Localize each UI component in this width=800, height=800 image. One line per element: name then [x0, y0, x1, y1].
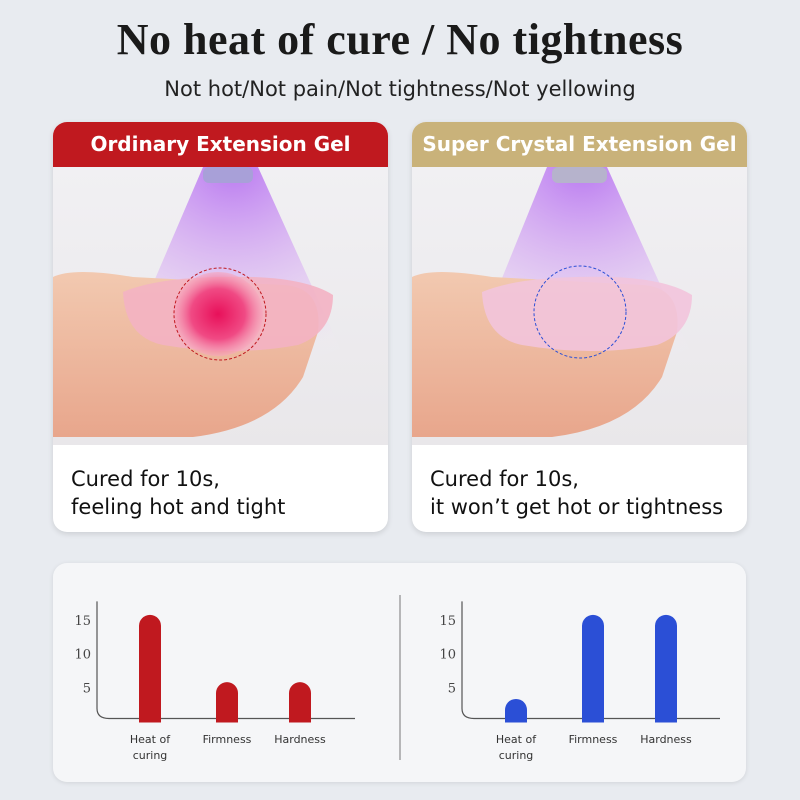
y-tick-label: 10: [439, 648, 456, 663]
bar: [505, 698, 527, 723]
heat-spot: [173, 272, 263, 356]
caption-line: Cured for 10s,: [71, 467, 220, 491]
highlight-circle: [533, 265, 627, 359]
lamp: [203, 167, 253, 183]
y-tick-label: 10: [74, 648, 91, 663]
x-tick-label: Hardness: [274, 733, 326, 746]
card-title: Super Crystal Extension Gel: [412, 122, 747, 167]
nail-image: [53, 167, 388, 445]
x-tick-label: Heat of curing: [129, 733, 171, 762]
caption-line: Cured for 10s,: [430, 467, 579, 491]
y-tick-label: 15: [439, 614, 456, 629]
bar: [216, 682, 238, 723]
y-tick-label: 15: [74, 614, 91, 629]
caption: Cured for 10s, it won’t get hot or tight…: [412, 445, 747, 521]
x-tick-label: Firmness: [202, 733, 252, 746]
x-tick-label: Firmness: [568, 733, 618, 746]
nail-image: [412, 167, 747, 445]
lamp: [552, 167, 607, 183]
highlight-circle: [173, 267, 267, 361]
axis: [461, 601, 720, 720]
caption-line: it won’t get hot or tightness: [430, 495, 724, 519]
y-tick-label: 5: [83, 681, 91, 696]
y-tick-label: 5: [448, 681, 456, 696]
bar: [582, 614, 604, 723]
bar: [655, 614, 677, 723]
caption-line: feeling hot and tight: [71, 495, 286, 519]
card: Ordinary Extension Gel Cured for 10s, fe…: [53, 122, 388, 532]
nail: [482, 276, 692, 351]
x-tick-label: Heat of curing: [495, 733, 537, 762]
card-title: Ordinary Extension Gel: [53, 122, 388, 167]
axis: [96, 601, 355, 720]
bar: [139, 614, 161, 723]
x-tick-label: Hardness: [640, 733, 692, 746]
caption: Cured for 10s, feeling hot and tight: [53, 445, 388, 521]
title: No heat of cure / No tightness: [116, 15, 684, 64]
card: Super Crystal Extension Gel Cured for 10…: [412, 122, 747, 532]
bar: [289, 682, 311, 723]
subtitle: Not hot/Not pain/Not tightness/Not yello…: [164, 77, 636, 101]
